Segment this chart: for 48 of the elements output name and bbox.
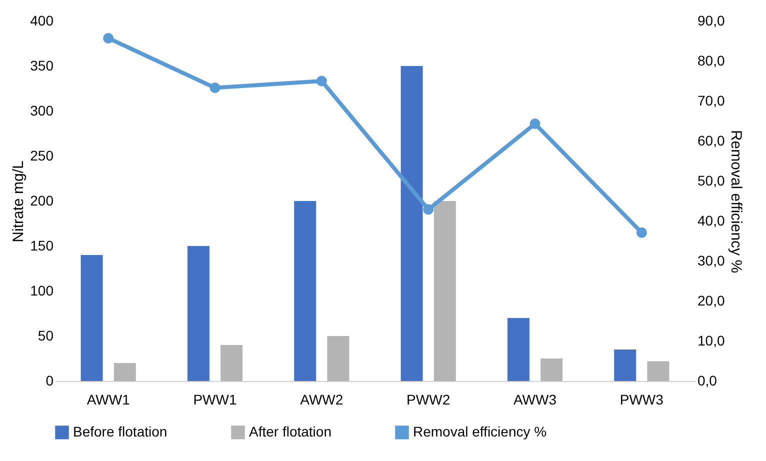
legend-label: After flotation bbox=[249, 423, 332, 440]
y2-tick-label: 70,0 bbox=[698, 92, 725, 108]
point bbox=[423, 204, 434, 215]
y2-tick-label: 10,0 bbox=[698, 332, 725, 348]
y2-tick-label: 20,0 bbox=[698, 292, 725, 308]
y-tick-label: 150 bbox=[30, 238, 54, 254]
point bbox=[530, 118, 540, 130]
bar bbox=[114, 363, 136, 381]
x-tick-label: PWW3 bbox=[620, 392, 664, 408]
bar bbox=[80, 255, 103, 381]
legend-label: Before flotation bbox=[73, 423, 168, 440]
x-tick-label: PWW1 bbox=[193, 392, 237, 408]
y-tick-label: 250 bbox=[30, 148, 54, 164]
y2-tick-label: 60,0 bbox=[698, 132, 725, 148]
bar bbox=[434, 201, 456, 381]
bar bbox=[400, 66, 423, 381]
bar bbox=[294, 201, 316, 381]
bar bbox=[614, 350, 636, 381]
legend-label: Removal efficiency % bbox=[413, 423, 547, 440]
y2-tick-label: 0,0 bbox=[698, 372, 718, 388]
x-tick-label: AWW2 bbox=[300, 392, 344, 408]
bar bbox=[220, 345, 243, 381]
y-tick-label: 200 bbox=[30, 192, 54, 208]
y2-tick-label: 80,0 bbox=[698, 52, 725, 68]
y-tick-label: 300 bbox=[30, 102, 54, 118]
bar bbox=[507, 318, 530, 381]
y-tick-label: 0 bbox=[46, 372, 54, 388]
y-tick-label: 50 bbox=[38, 328, 54, 344]
y2-tick-label: 40,0 bbox=[698, 212, 725, 228]
x-tick-label: AWW1 bbox=[86, 392, 130, 408]
y2-tick-label: 50,0 bbox=[698, 172, 725, 188]
y-tick-label: 350 bbox=[30, 58, 54, 74]
bar bbox=[540, 358, 563, 381]
point bbox=[636, 227, 647, 238]
y2-axis-title: Removal efficiency % bbox=[728, 130, 745, 274]
x-tick-label: AWW3 bbox=[513, 392, 557, 408]
bar bbox=[327, 336, 350, 381]
point bbox=[103, 32, 114, 44]
y-tick-label: 100 bbox=[30, 282, 54, 298]
y-axis-title: Nitrate mg/L bbox=[10, 160, 28, 242]
bar bbox=[647, 361, 670, 381]
y-tick-label: 400 bbox=[30, 12, 54, 28]
point bbox=[316, 76, 327, 86]
y2-tick-label: 90,0 bbox=[698, 12, 725, 28]
x-tick-label: PWW2 bbox=[406, 392, 450, 408]
y2-tick-label: 30,0 bbox=[698, 252, 725, 268]
point bbox=[210, 82, 220, 94]
bar bbox=[187, 246, 210, 381]
